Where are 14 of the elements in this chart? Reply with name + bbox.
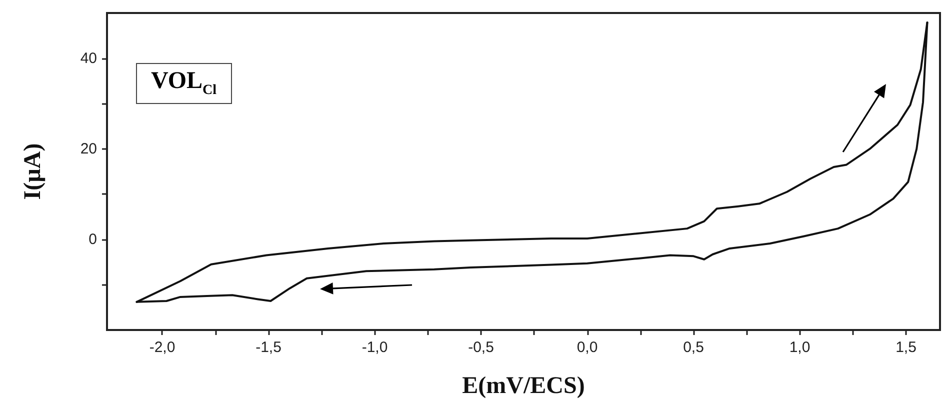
- x-tick-label: -1,0: [362, 339, 388, 356]
- y-tick-label: 40: [80, 50, 97, 67]
- x-tick-label: 1,0: [789, 339, 810, 356]
- y-tick-label: 0: [88, 230, 97, 248]
- x-axis-title: E(mV/ECS): [462, 373, 585, 399]
- y-tick-label: 20: [80, 140, 97, 158]
- annotation: VOL$_{Cl}$: [136, 63, 232, 104]
- x-tick-label: 0,5: [683, 339, 704, 356]
- y-axis-title: I(µA): [20, 143, 46, 200]
- x-tick-label: -0,5: [468, 339, 494, 356]
- x-tick-label: 1,5: [896, 339, 916, 356]
- x-tick-label: -1,5: [256, 339, 282, 356]
- x-tick-label: -2,0: [149, 339, 176, 356]
- x-tick-label: 0,0: [576, 339, 598, 356]
